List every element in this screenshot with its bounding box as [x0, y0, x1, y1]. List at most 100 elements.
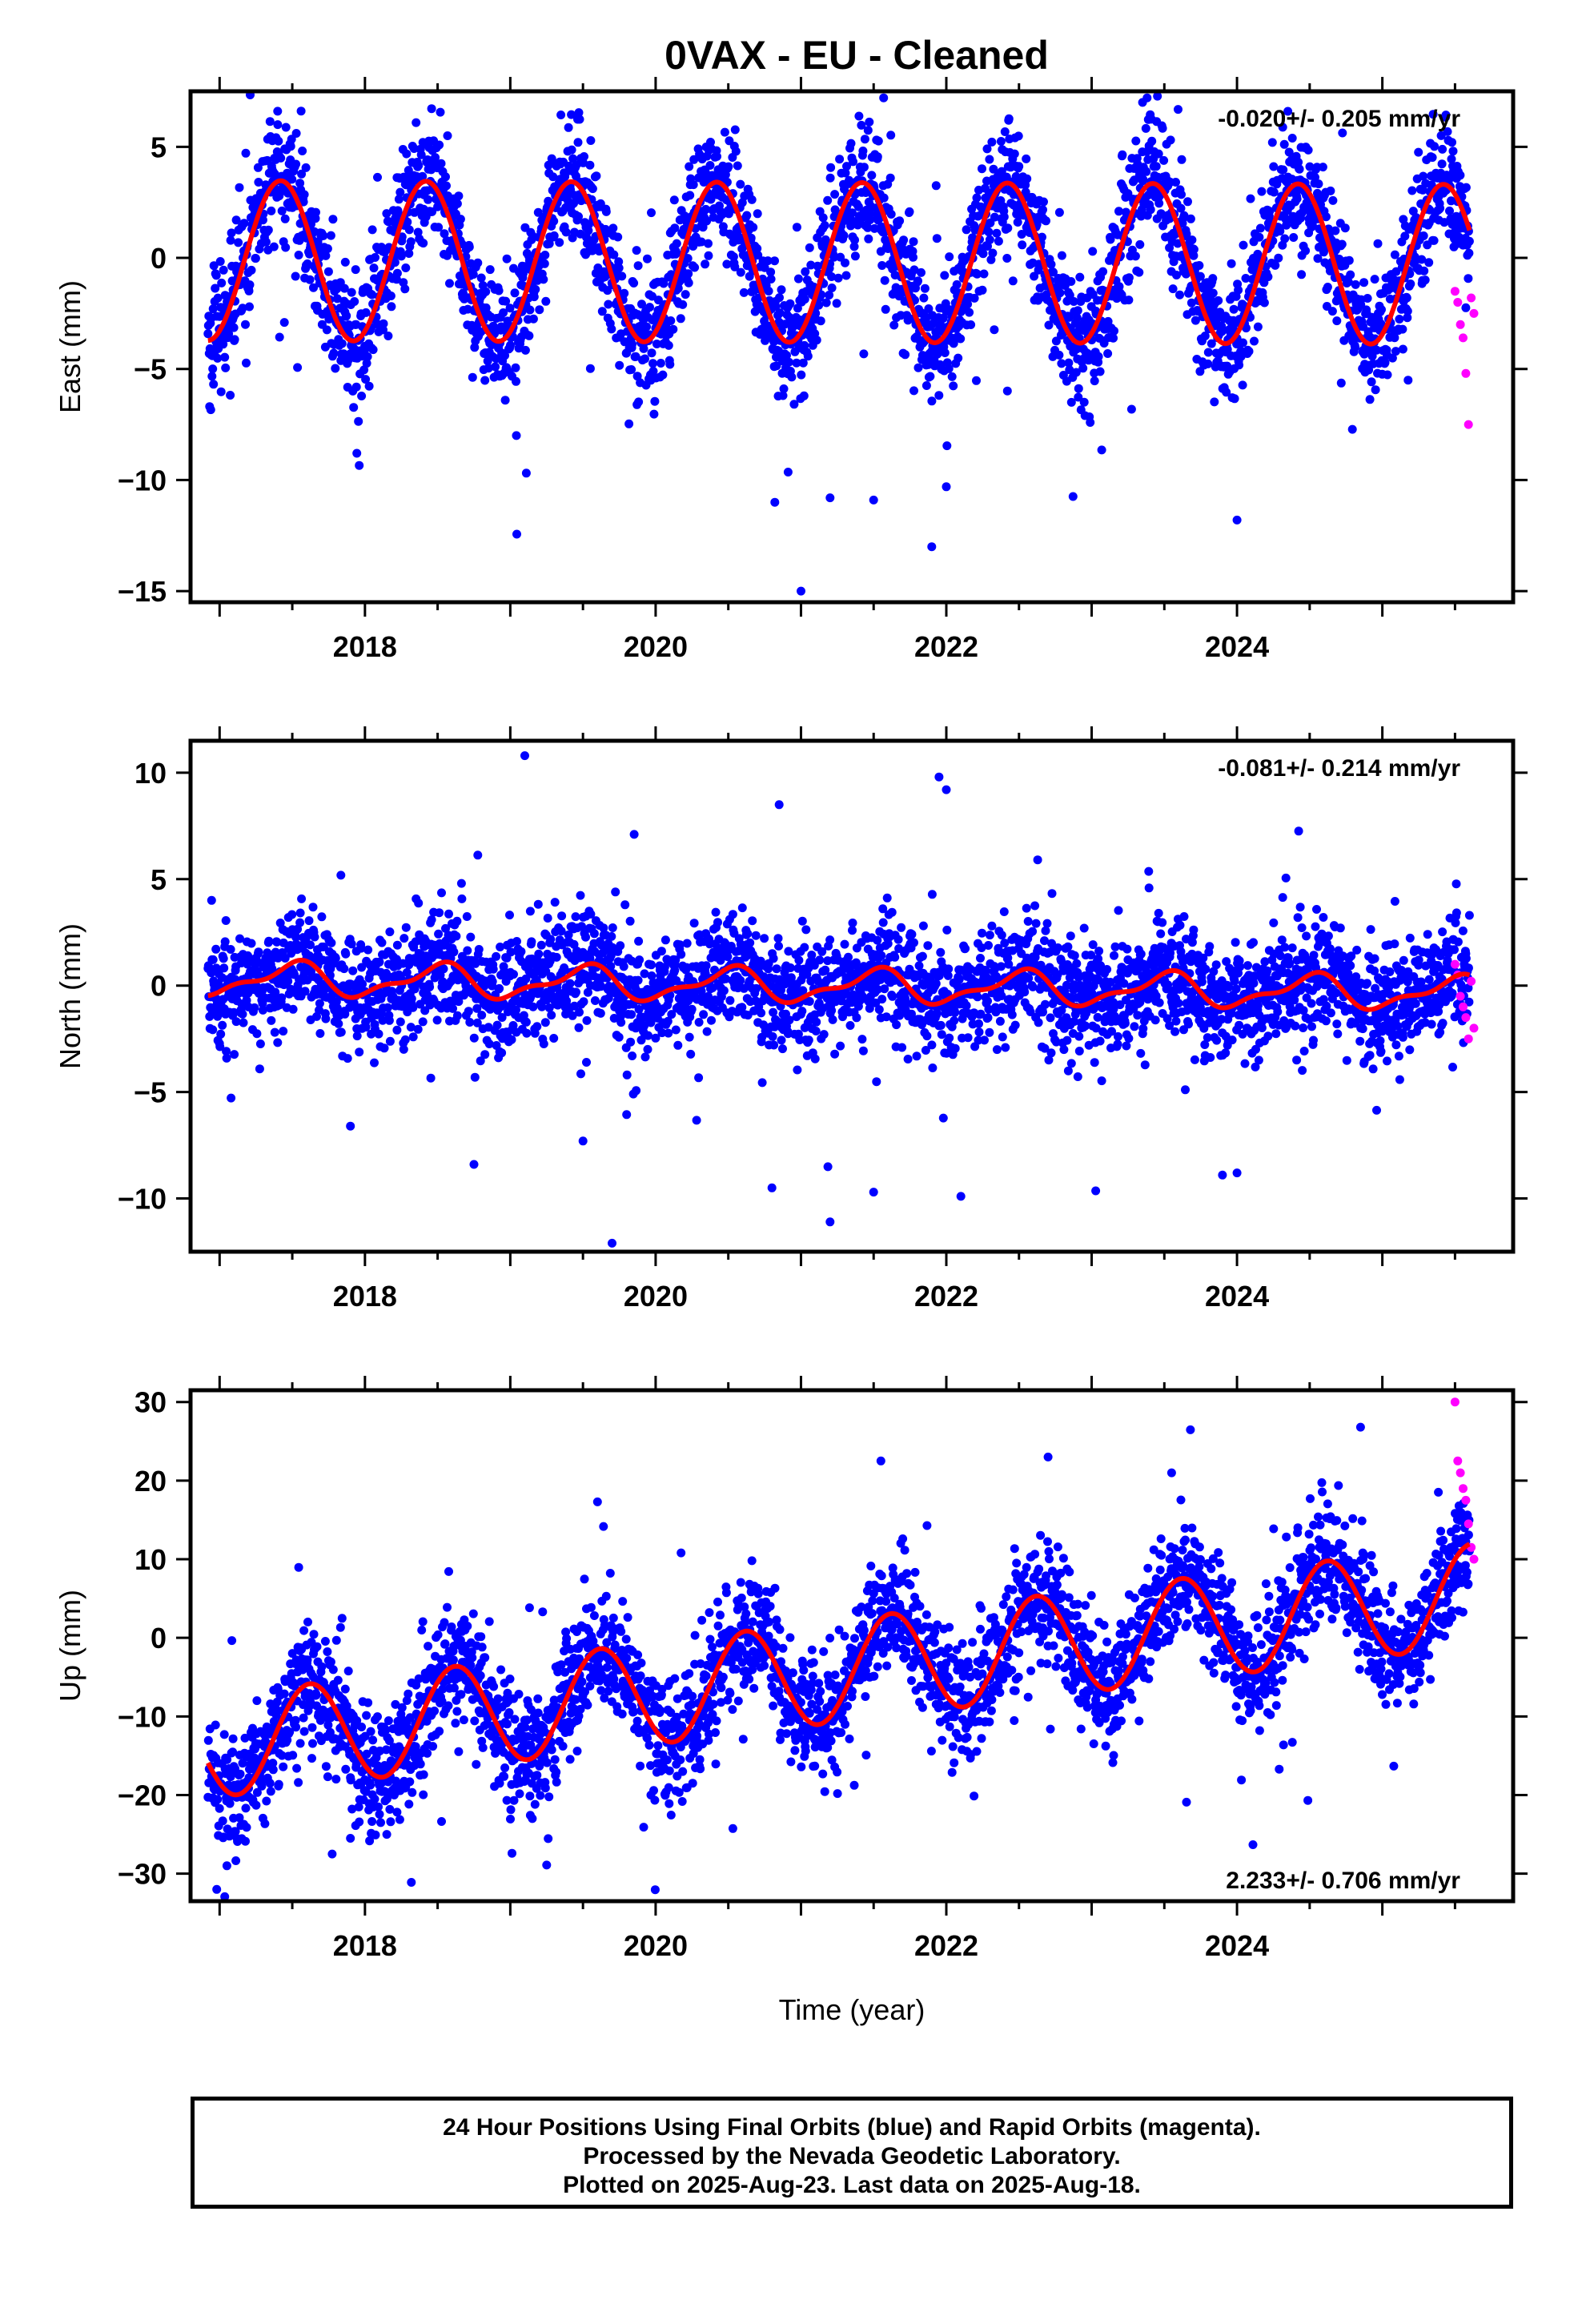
east-final-point	[512, 529, 521, 539]
north-final-point	[283, 976, 293, 986]
north-final-point	[361, 1023, 371, 1032]
north-final-point	[385, 927, 395, 937]
north-final-point	[851, 958, 861, 967]
east-final-point	[1429, 235, 1439, 245]
north-final-point	[392, 940, 402, 950]
north-final-point	[242, 995, 251, 1005]
east-final-point	[1275, 227, 1285, 236]
north-final-point	[694, 1018, 704, 1027]
east-final-point	[1189, 251, 1199, 260]
north-final-point	[336, 870, 346, 880]
east-final-point	[973, 269, 982, 279]
north-final-point	[794, 955, 804, 965]
east-final-point	[818, 213, 828, 223]
east-final-point	[849, 242, 859, 251]
north-final-point	[452, 1011, 462, 1020]
east-final-point	[1057, 251, 1066, 260]
east-final-point	[652, 340, 661, 348]
east-final-point	[1314, 179, 1323, 189]
east-final-point	[540, 251, 550, 259]
north-final-point	[556, 927, 566, 936]
east-final-point	[1419, 171, 1428, 181]
east-final-point	[209, 261, 219, 271]
east-final-point	[648, 359, 657, 368]
north-final-point	[778, 1044, 787, 1054]
east-final-point	[409, 144, 419, 153]
north-final-point	[634, 1004, 644, 1014]
east-final-point	[1280, 234, 1290, 243]
east-final-point	[213, 293, 223, 303]
north-final-point	[270, 1027, 279, 1037]
north-final-point	[626, 1037, 636, 1047]
east-final-point	[351, 265, 360, 275]
east-final-point	[1140, 59, 1149, 68]
east-final-point	[825, 173, 835, 183]
east-final-point	[1279, 139, 1289, 149]
north-final-point	[472, 1018, 482, 1027]
east-final-point	[848, 208, 857, 218]
north-final-point	[543, 914, 552, 923]
north-final-point	[637, 1012, 647, 1022]
east-final-point	[1022, 154, 1031, 163]
north-final-point	[711, 907, 721, 917]
east-final-point	[1464, 274, 1473, 283]
east-final-point	[934, 391, 944, 400]
north-final-point	[663, 1016, 673, 1026]
east-final-point	[1326, 186, 1335, 195]
north-final-point	[437, 888, 446, 898]
north-final-point	[697, 987, 706, 995]
east-y-tick-label: −10	[118, 464, 167, 497]
east-final-point	[653, 296, 663, 305]
east-final-point	[689, 180, 698, 190]
east-final-point	[753, 209, 762, 219]
east-final-point	[1065, 291, 1074, 300]
north-final-point	[737, 903, 747, 913]
east-final-point	[1301, 246, 1311, 255]
east-final-point	[1282, 220, 1291, 230]
east-final-point	[1074, 384, 1083, 393]
north-final-point	[363, 945, 373, 955]
east-final-point	[404, 225, 414, 235]
east-final-point	[827, 272, 837, 281]
east-final-point	[833, 273, 843, 283]
east-final-point	[456, 215, 465, 224]
north-final-point	[616, 1018, 626, 1027]
east-final-point	[1347, 424, 1357, 434]
north-final-point	[574, 1023, 584, 1032]
east-final-point	[1217, 327, 1227, 336]
north-final-point	[230, 1050, 239, 1059]
east-final-point	[1174, 105, 1182, 115]
east-final-point	[1235, 360, 1244, 370]
east-final-point	[684, 269, 693, 279]
east-final-point	[229, 323, 239, 332]
east-final-point	[1427, 153, 1437, 163]
east-final-point	[480, 376, 490, 385]
east-final-point	[729, 252, 738, 262]
east-final-point	[1419, 231, 1428, 240]
east-final-point	[1171, 178, 1180, 187]
east-final-point	[1088, 247, 1098, 256]
east-final-point	[857, 45, 865, 54]
east-final-point	[529, 292, 539, 302]
north-final-point	[452, 916, 462, 926]
east-final-point	[1046, 259, 1056, 269]
east-final-point	[322, 325, 331, 335]
east-final-point	[929, 319, 938, 328]
east-final-point	[206, 405, 215, 415]
north-final-point	[728, 910, 737, 919]
east-final-point	[812, 336, 821, 345]
east-final-point	[1146, 205, 1155, 215]
north-final-point	[892, 1020, 901, 1030]
east-final-point	[850, 251, 860, 261]
east-final-point	[865, 215, 875, 224]
north-final-point	[406, 1023, 416, 1032]
north-final-point	[279, 938, 288, 947]
east-final-point	[1283, 107, 1293, 116]
north-final-point	[347, 939, 356, 949]
east-final-point	[273, 120, 283, 130]
east-final-point	[1420, 275, 1430, 285]
east-final-point	[926, 372, 935, 381]
east-final-point	[1417, 255, 1427, 264]
north-final-point	[721, 974, 730, 983]
east-final-point	[1279, 165, 1288, 175]
